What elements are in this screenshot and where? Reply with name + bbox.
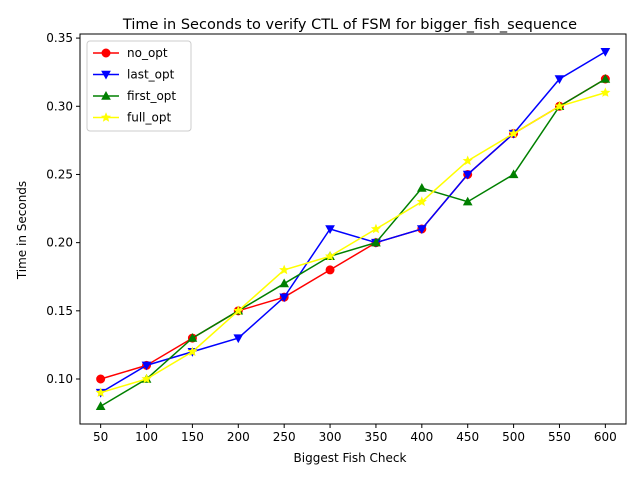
data-point bbox=[141, 361, 152, 371]
data-point bbox=[187, 333, 198, 342]
series-line bbox=[100, 91, 606, 394]
data-point bbox=[508, 128, 519, 138]
data-point bbox=[325, 250, 336, 261]
legend-label: first_opt bbox=[127, 89, 176, 103]
legend: no_opt last_opt first_opt full_opt bbox=[86, 40, 192, 132]
axes-frame bbox=[79, 33, 627, 425]
data-point bbox=[462, 170, 473, 180]
legend-marker bbox=[101, 48, 111, 58]
data-point bbox=[95, 401, 106, 410]
data-point bbox=[462, 196, 473, 206]
x-tick-label: 600 bbox=[594, 430, 617, 444]
chart-title: Time in Seconds to verify CTL of FSM for… bbox=[122, 17, 577, 33]
legend-label: last_opt bbox=[127, 68, 175, 82]
x-tick-label: 400 bbox=[410, 430, 433, 444]
data-point bbox=[279, 293, 290, 303]
x-tick-label: 150 bbox=[181, 430, 204, 444]
x-tick-label: 450 bbox=[456, 430, 479, 444]
data-point bbox=[325, 265, 335, 275]
data-point bbox=[600, 48, 611, 57]
data-point bbox=[416, 196, 427, 207]
x-tick-label: 100 bbox=[135, 430, 158, 444]
series-line bbox=[100, 78, 606, 407]
data-point bbox=[279, 278, 290, 288]
data-point bbox=[233, 305, 244, 316]
series-line bbox=[100, 51, 606, 394]
y-tick-label: 0.25 bbox=[46, 167, 73, 181]
y-tick-label: 0.10 bbox=[46, 372, 73, 386]
data-point bbox=[370, 223, 381, 234]
legend-item-last-opt: last_opt bbox=[93, 68, 175, 82]
legend-label: full_opt bbox=[127, 111, 171, 125]
x-tick-label: 250 bbox=[273, 430, 296, 444]
data-point bbox=[325, 225, 335, 235]
legend-box bbox=[86, 40, 192, 132]
data-point bbox=[371, 237, 381, 247]
x-tick-label: 200 bbox=[227, 430, 250, 444]
data-point bbox=[141, 373, 152, 384]
data-point bbox=[416, 183, 427, 192]
y-tick-label: 0.15 bbox=[46, 304, 73, 318]
y-axis-label: Time in Seconds bbox=[15, 181, 29, 280]
data-point bbox=[96, 374, 106, 384]
series-full-opt bbox=[95, 87, 611, 397]
x-tick-label: 50 bbox=[93, 430, 108, 444]
data-point bbox=[279, 264, 290, 275]
x-tick-label: 300 bbox=[319, 430, 342, 444]
data-point bbox=[233, 334, 244, 344]
data-point bbox=[600, 87, 611, 97]
legend-marker bbox=[100, 112, 112, 122]
y-tick-label: 0.35 bbox=[46, 31, 73, 45]
data-point bbox=[600, 73, 611, 83]
y-tick-label: 0.30 bbox=[46, 99, 73, 113]
x-tick-label: 550 bbox=[548, 430, 571, 444]
x-tick-label: 350 bbox=[364, 430, 387, 444]
legend-marker bbox=[101, 90, 111, 100]
data-point bbox=[95, 387, 106, 397]
x-axis-label: Biggest Fish Check bbox=[294, 451, 407, 465]
legend-marker bbox=[101, 70, 111, 80]
data-point bbox=[554, 75, 565, 85]
data-point bbox=[462, 155, 473, 166]
x-tick-label: 500 bbox=[502, 430, 525, 444]
data-point bbox=[508, 169, 519, 179]
data-point bbox=[554, 100, 565, 111]
legend-item-first-opt: first_opt bbox=[93, 89, 176, 103]
data-point bbox=[187, 346, 198, 357]
plot-area: 50 100 150 200 250 300 350 400 450 500 550 600 0.10 0… bbox=[46, 31, 627, 444]
y-tick-label: 0.20 bbox=[46, 236, 73, 250]
legend-item-no-opt: no_opt bbox=[93, 46, 168, 60]
legend-label: no_opt bbox=[127, 46, 168, 60]
legend-item-full-opt: full_opt bbox=[93, 111, 171, 125]
data-point bbox=[416, 225, 427, 235]
